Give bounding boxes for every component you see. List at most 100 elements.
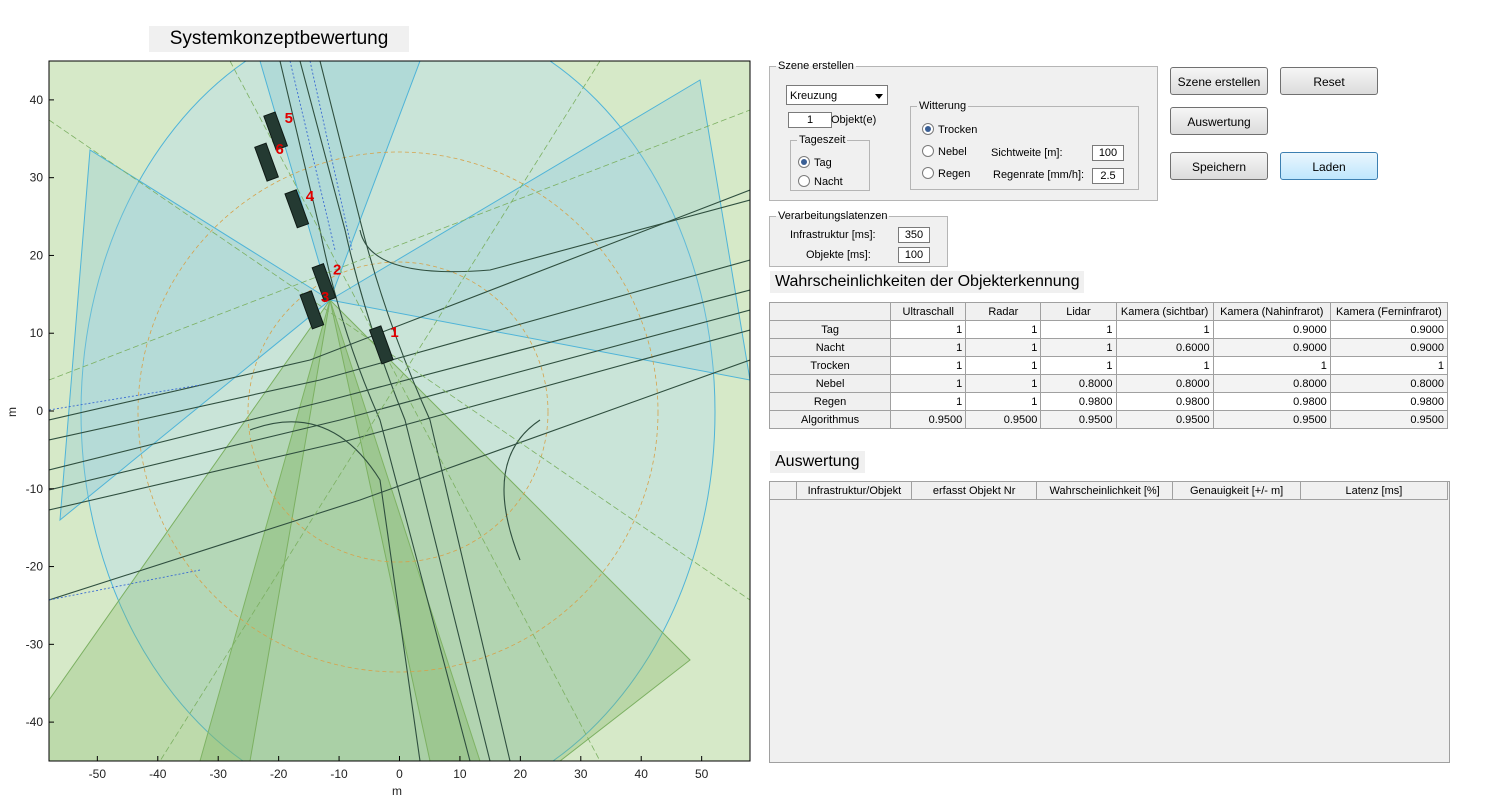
table-cell[interactable]: 0.9500 bbox=[1040, 410, 1117, 429]
table-cell[interactable]: 1 bbox=[890, 374, 967, 393]
latency-title: Verarbeitungslatenzen bbox=[778, 210, 888, 222]
table-cell[interactable]: 0.9800 bbox=[1115, 392, 1214, 411]
table-cell[interactable]: 1 bbox=[1040, 356, 1117, 375]
probability-table[interactable]: Ultraschall Radar Lidar Kamera (sichtbar) Ka… bbox=[768, 302, 1449, 429]
vehicle-object[interactable]: 4 bbox=[284, 188, 315, 229]
table-cell[interactable]: 0.9800 bbox=[1040, 392, 1117, 411]
vehicle-object[interactable]: 1 bbox=[368, 324, 399, 365]
table-cell[interactable]: 0.8000 bbox=[1040, 374, 1117, 393]
rainrate-input[interactable]: 2.5 bbox=[1092, 168, 1124, 184]
column-header: Ultraschall bbox=[890, 302, 967, 321]
x-tick-label: -10 bbox=[330, 767, 348, 781]
radio-nacht-label: Nacht bbox=[814, 176, 843, 188]
column-header: Radar bbox=[965, 302, 1042, 321]
evaluation-table[interactable]: Infrastruktur/Objekt erfasst Objekt Nr Wah… bbox=[768, 481, 1450, 763]
table-cell[interactable]: 1 bbox=[890, 392, 967, 411]
daytime-title: Tageszeit bbox=[799, 134, 846, 146]
vehicle-icon bbox=[254, 142, 279, 182]
range-ring bbox=[247, 261, 549, 563]
table-cell[interactable]: 0.8000 bbox=[1115, 374, 1214, 393]
table-cell[interactable]: 1 bbox=[1115, 320, 1214, 339]
x-tick-label: 50 bbox=[695, 767, 709, 781]
table-cell[interactable]: 1 bbox=[890, 338, 967, 357]
y-tick-label: 10 bbox=[30, 326, 44, 340]
y-tick-label: -30 bbox=[26, 637, 44, 651]
x-axis-label: m bbox=[392, 784, 402, 798]
table-cell[interactable]: 0.8000 bbox=[1329, 374, 1449, 393]
table-cell[interactable]: 0.9000 bbox=[1212, 338, 1331, 357]
vehicle-object[interactable]: 2 bbox=[311, 262, 341, 303]
table-cell[interactable]: 1 bbox=[890, 320, 967, 339]
radio-tag[interactable]: Tag bbox=[798, 156, 832, 169]
vehicle-icon bbox=[299, 290, 325, 330]
table-cell[interactable]: 0.9500 bbox=[965, 410, 1042, 429]
table-cell[interactable]: 1 bbox=[1329, 356, 1449, 375]
radio-trocken-label: Trocken bbox=[938, 124, 978, 136]
radio-nebel[interactable]: Nebel bbox=[922, 145, 967, 158]
vehicle-icon bbox=[284, 189, 310, 229]
table-cell[interactable]: 1 bbox=[965, 356, 1042, 375]
create-scene-button[interactable]: Szene erstellen bbox=[1170, 67, 1268, 95]
table-cell[interactable]: 1 bbox=[965, 320, 1042, 339]
table-cell[interactable]: 0.9500 bbox=[1212, 410, 1331, 429]
y-tick-label: 20 bbox=[30, 248, 44, 262]
vehicle-object[interactable]: 6 bbox=[254, 141, 284, 182]
table-row: Nebel 1 1 0.8000 0.8000 0.8000 0.8000 bbox=[768, 374, 1449, 393]
radio-tag-label: Tag bbox=[814, 157, 832, 169]
radio-nebel-label: Nebel bbox=[938, 146, 967, 158]
vehicle-object[interactable]: 3 bbox=[299, 289, 329, 330]
vehicle-label: 1 bbox=[390, 324, 398, 341]
table-cell[interactable]: 0.9000 bbox=[1329, 320, 1449, 339]
table-cell[interactable]: 0.9500 bbox=[890, 410, 967, 429]
column-header: Kamera (sichtbar) bbox=[1115, 302, 1214, 321]
table-row: Trocken 1 1 1 1 1 1 bbox=[768, 356, 1449, 375]
table-cell[interactable]: 0.9500 bbox=[1329, 410, 1449, 429]
vehicle-object[interactable]: 5 bbox=[263, 110, 293, 151]
table-cell[interactable]: 1 bbox=[1040, 338, 1117, 357]
table-cell[interactable]: 1 bbox=[1115, 356, 1214, 375]
table-cell[interactable]: 1 bbox=[1040, 320, 1117, 339]
table-cell[interactable]: 0.9500 bbox=[1115, 410, 1214, 429]
evaluate-button[interactable]: Auswertung bbox=[1170, 107, 1268, 135]
radio-trocken[interactable]: Trocken bbox=[922, 123, 977, 136]
scene-type-dropdown[interactable]: Kreuzung bbox=[786, 85, 888, 105]
sensor-wedge bbox=[328, 79, 750, 381]
table-cell[interactable]: 0.9000 bbox=[1329, 338, 1449, 357]
scene-type-value: Kreuzung bbox=[790, 90, 838, 102]
table-cell[interactable]: 1 bbox=[1212, 356, 1331, 375]
object-count-label: Objekt(e) bbox=[831, 114, 877, 126]
table-cell[interactable]: 1 bbox=[965, 338, 1042, 357]
row-header: Regen bbox=[768, 392, 892, 411]
x-tick-label: -50 bbox=[89, 767, 107, 781]
visibility-input[interactable]: 100 bbox=[1092, 145, 1124, 161]
x-tick-label: 20 bbox=[514, 767, 528, 781]
lane-boundaries bbox=[49, 61, 353, 601]
table-cell[interactable]: 0.6000 bbox=[1115, 338, 1214, 357]
x-tick-label: -30 bbox=[210, 767, 228, 781]
reset-button[interactable]: Reset bbox=[1280, 67, 1378, 95]
infra-latency-input[interactable]: 350 bbox=[898, 227, 930, 243]
table-cell[interactable]: 0.9800 bbox=[1212, 392, 1331, 411]
table-cell[interactable]: 1 bbox=[965, 374, 1042, 393]
radio-regen[interactable]: Regen bbox=[922, 167, 970, 180]
table-cell[interactable]: 0.9800 bbox=[1329, 392, 1449, 411]
object-latency-input[interactable]: 100 bbox=[898, 247, 930, 263]
vehicle-label: 2 bbox=[333, 262, 341, 279]
column-header: Infrastruktur/Objekt bbox=[796, 481, 913, 500]
intersection-plot[interactable]: -50 -40 -30 -20 -10 0 10 20 30 40 50 40 30 20 10 0 -10 -2… bbox=[0, 0, 760, 800]
x-tick-label: 10 bbox=[453, 767, 467, 781]
row-header: Algorithmus bbox=[768, 410, 892, 429]
table-cell[interactable]: 0.8000 bbox=[1212, 374, 1331, 393]
y-tick-label: -10 bbox=[26, 482, 44, 496]
save-button[interactable]: Speichern bbox=[1170, 152, 1268, 180]
table-cell[interactable]: 1 bbox=[890, 356, 967, 375]
sensor-wedge bbox=[49, 299, 331, 761]
object-count-input[interactable]: 1 bbox=[788, 112, 832, 128]
radio-nacht[interactable]: Nacht bbox=[798, 175, 843, 188]
infra-latency-label: Infrastruktur [ms]: bbox=[790, 229, 876, 241]
table-row: Regen 1 1 0.9800 0.9800 0.9800 0.9800 bbox=[768, 392, 1449, 411]
table-cell[interactable]: 1 bbox=[965, 392, 1042, 411]
load-button[interactable]: Laden bbox=[1280, 152, 1378, 180]
table-cell[interactable]: 0.9000 bbox=[1212, 320, 1331, 339]
corner-header bbox=[768, 481, 798, 500]
